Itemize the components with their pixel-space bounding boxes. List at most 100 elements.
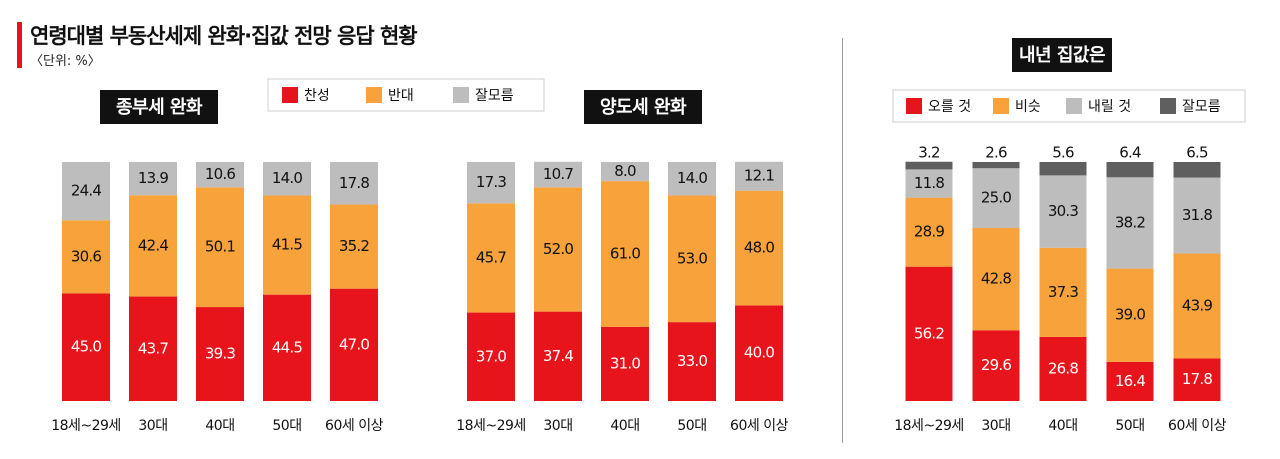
- chart-3-value-label-s3-c5: 31.8: [1182, 206, 1212, 224]
- chart-2-value-label-s1-c5: 40.0: [744, 344, 774, 362]
- unit-note: 〈단위: %〉: [30, 54, 101, 69]
- chart-2-value-label-s3-c1: 17.3: [476, 173, 506, 191]
- chart-3-bar-s1-c2: [972, 330, 1020, 401]
- title-accent-bar: [17, 22, 22, 68]
- chart-3-value-label-s1-c1: 56.2: [914, 324, 944, 342]
- chart-3-value-label-s3-c1: 11.8: [914, 174, 944, 192]
- chart-3-legend-swatch-3: [1066, 98, 1082, 114]
- chart-2-value-label-s1-c3: 31.0: [610, 354, 640, 372]
- chart-3-bar-s2-c3: [1039, 247, 1087, 337]
- chart-3-bar-s2-c2: [972, 227, 1020, 331]
- chart-2-value-label-s1-c1: 37.0: [476, 347, 506, 365]
- chart-1-value-label-s2-c1: 30.6: [71, 247, 101, 265]
- chart-3-category-label-5: 60세 이상: [1168, 418, 1227, 434]
- chart-2-title: 양도세 완화: [600, 97, 687, 118]
- chart-3-value-label-s3-c2: 25.0: [981, 189, 1011, 207]
- chart-3-value-label-s2-c1: 28.9: [914, 223, 944, 241]
- chart-2-category-label-3: 40대: [610, 418, 639, 434]
- chart-1-bar-s2-c4: [263, 195, 311, 295]
- chart-3-legend-label-4: 잘모름: [1182, 99, 1221, 115]
- chart-1-value-label-s2-c5: 35.2: [339, 237, 369, 255]
- chart-2-bar-s3-c3: [601, 162, 649, 182]
- chart-1-value-label-s3-c1: 24.4: [71, 182, 101, 200]
- chart-1-value-label-s2-c3: 50.1: [205, 238, 235, 256]
- chart-1-value-label-s1-c1: 45.0: [71, 338, 101, 356]
- chart-3-title-box: [1012, 38, 1112, 72]
- chart-2-value-label-s2-c1: 45.7: [476, 248, 506, 266]
- chart-1-value-label-s2-c4: 41.5: [272, 236, 302, 254]
- chart-3-bar-s4-c3: [1039, 162, 1087, 176]
- chart-3-bar-s4-c2: [972, 162, 1020, 169]
- chart-2-value-label-s2-c4: 53.0: [677, 249, 707, 267]
- chart-1-bar-s3-c1: [62, 162, 110, 221]
- chart-1-value-label-s1-c2: 43.7: [138, 339, 168, 357]
- chart-1-legend-swatch-3: [453, 87, 469, 103]
- chart-1-legend-label-1: 찬성: [304, 88, 330, 104]
- chart-1-legend-swatch-1: [282, 87, 298, 103]
- chart-3-bar-s4-c5: [1173, 162, 1221, 178]
- chart-1-category-label-3: 40대: [205, 418, 234, 434]
- chart-3-value-label-s2-c5: 43.9: [1182, 296, 1212, 314]
- chart-3-bar-s3-c3: [1039, 175, 1087, 248]
- chart-3-bar-s1-c5: [1173, 358, 1221, 401]
- chart-2-bar-s3-c1: [467, 162, 515, 204]
- chart-1-category-label-4: 50대: [272, 418, 301, 434]
- chart-2-bar-s2-c4: [668, 195, 716, 323]
- chart-2-bar-s1-c2: [534, 311, 582, 401]
- chart-2-value-label-s1-c2: 37.4: [543, 347, 573, 365]
- chart-3-value-label-s2-c2: 42.8: [981, 270, 1011, 288]
- chart-3-bar-s3-c2: [972, 168, 1020, 228]
- chart-3-value-label-s3-c4: 38.2: [1115, 213, 1145, 231]
- chart-3-category-label-3: 40대: [1048, 418, 1077, 434]
- chart-1-value-label-s2-c2: 42.4: [138, 236, 168, 254]
- chart-1-bar-s2-c1: [62, 220, 110, 294]
- chart-3-category-label-2: 30대: [981, 418, 1010, 434]
- chart-3-legend-swatch-1: [906, 98, 922, 114]
- chart-2-bar-s2-c1: [467, 203, 515, 313]
- chart-3-bar-s3-c4: [1106, 177, 1154, 269]
- chart-2-category-label-2: 30대: [543, 418, 572, 434]
- chart-3-value-label-s4-c5: 6.5: [1186, 144, 1208, 162]
- panel-divider: [842, 38, 843, 443]
- chart-3-bar-s3-c1: [905, 169, 953, 198]
- chart-2-bar-s1-c4: [668, 322, 716, 401]
- chart-1-legend-swatch-2: [366, 87, 382, 103]
- chart-3-title: 내년 집값은: [1019, 45, 1105, 66]
- chart-3-value-label-s2-c3: 37.3: [1048, 283, 1078, 301]
- chart-3-legend-swatch-2: [993, 98, 1009, 114]
- chart-1-bar-s3-c2: [129, 162, 177, 196]
- chart-1-bar-s3-c4: [263, 162, 311, 196]
- chart-3-bar-s4-c4: [1106, 162, 1154, 178]
- chart-1-value-label-s1-c5: 47.0: [339, 335, 369, 353]
- chart-1-value-label-s3-c2: 13.9: [138, 169, 168, 187]
- chart-3-value-label-s4-c3: 5.6: [1052, 144, 1074, 162]
- chart-3-bar-s4-c1: [905, 161, 953, 170]
- chart-3-bar-s1-c4: [1106, 361, 1154, 401]
- chart-3-bar-s1-c3: [1039, 336, 1087, 401]
- chart-3-value-label-s4-c1: 3.2: [918, 143, 940, 161]
- chart-1-title-box: [100, 90, 218, 124]
- chart-3-value-label-s1-c5: 17.8: [1182, 370, 1212, 388]
- chart-1-bar-s2-c5: [330, 204, 378, 289]
- chart-1-bar-s2-c3: [196, 187, 244, 308]
- chart-3-category-label-4: 50대: [1115, 418, 1144, 434]
- chart-3-bar-s1-c1: [905, 266, 953, 401]
- chart-1-bar-s2-c2: [129, 195, 177, 297]
- chart-3-category-label-1: 18세~29세: [894, 418, 964, 434]
- chart-2-value-label-s3-c4: 14.0: [677, 169, 707, 187]
- chart-2-bar-s1-c5: [735, 305, 783, 401]
- chart-1-bar-s1-c1: [62, 293, 110, 401]
- chart-2-bar-s1-c3: [601, 326, 649, 401]
- chart-1-category-label-1: 18세~29세: [51, 418, 121, 434]
- chart-1-legend-label-2: 반대: [388, 88, 414, 104]
- chart-1-title: 종부세 완화: [116, 97, 203, 118]
- chart-2-bar-s3-c2: [534, 161, 582, 188]
- chart-2-bar-s3-c4: [668, 162, 716, 196]
- chart-2-title-box: [584, 90, 702, 124]
- chart-1-bar-s1-c2: [129, 296, 177, 401]
- chart-1-value-label-s1-c4: 44.5: [272, 338, 302, 356]
- chart-2-value-label-s3-c5: 12.1: [744, 167, 774, 185]
- chart-2-bar-s3-c5: [735, 161, 783, 191]
- chart-3-bar-s3-c5: [1173, 177, 1221, 254]
- chart-3-value-label-s4-c2: 2.6: [985, 144, 1007, 162]
